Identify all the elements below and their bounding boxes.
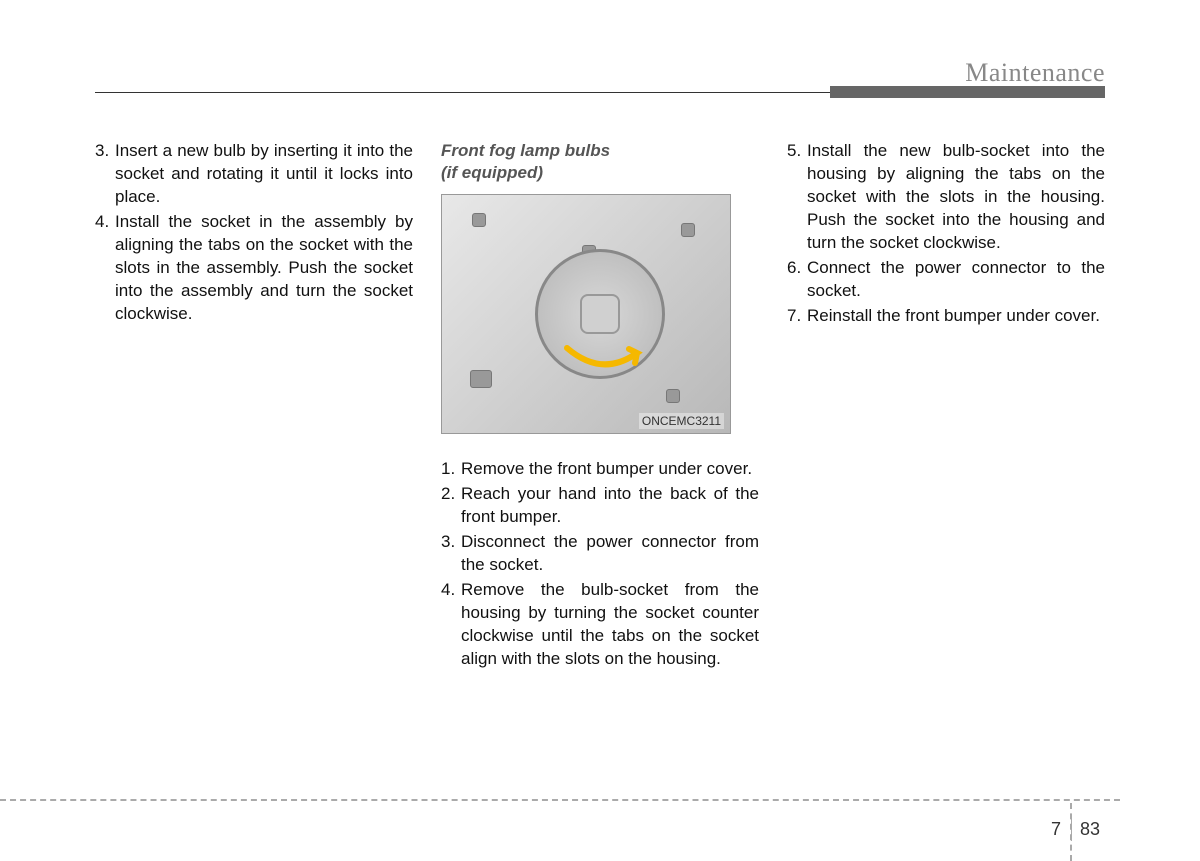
list-item: 1. Remove the front bumper under cover.: [441, 458, 759, 481]
list-number: 2.: [441, 483, 461, 529]
diagram-code-label: ONCEMC3211: [639, 413, 724, 429]
list-number: 3.: [95, 140, 115, 209]
list-item: 3. Disconnect the power connector from t…: [441, 531, 759, 577]
bolt-icon: [666, 389, 680, 403]
list-number: 4.: [95, 211, 115, 326]
list-text: Insert a new bulb by inserting it into t…: [115, 140, 413, 209]
content-area: 3. Insert a new bulb by inserting it int…: [95, 140, 1105, 673]
page-divider: [1071, 817, 1072, 841]
list-text: Install the new bulb-socket into the hou…: [807, 140, 1105, 255]
left-column: 3. Insert a new bulb by inserting it int…: [95, 140, 413, 673]
page-chapter-number: 7: [1051, 819, 1069, 840]
list-text: Remove the bulb-socket from the housing …: [461, 579, 759, 671]
section-title-line1: Front fog lamp bulbs: [441, 141, 610, 160]
bracket-icon: [470, 370, 492, 388]
list-number: 3.: [441, 531, 461, 577]
list-item: 7. Reinstall the front bumper under cove…: [787, 305, 1105, 328]
list-item: 3. Insert a new bulb by inserting it int…: [95, 140, 413, 209]
fog-lamp-diagram: ONCEMC3211: [441, 194, 731, 434]
section-title-line2: (if equipped): [441, 163, 543, 182]
list-number: 5.: [787, 140, 807, 255]
list-number: 1.: [441, 458, 461, 481]
list-number: 7.: [787, 305, 807, 328]
page-num: 83: [1074, 819, 1100, 840]
bolt-icon: [681, 223, 695, 237]
list-item: 4. Remove the bulb-socket from the housi…: [441, 579, 759, 671]
list-item: 6. Connect the power connector to the so…: [787, 257, 1105, 303]
list-item: 4. Install the socket in the assembly by…: [95, 211, 413, 326]
section-title: Front fog lamp bulbs (if equipped): [441, 140, 759, 184]
header-bar: [830, 86, 1105, 98]
bolt-icon: [472, 213, 486, 227]
list-text: Reinstall the front bumper under cover.: [807, 305, 1105, 328]
list-number: 6.: [787, 257, 807, 303]
list-item: 2. Reach your hand into the back of the …: [441, 483, 759, 529]
page-number: 7 83: [1051, 817, 1100, 841]
list-text: Reach your hand into the back of the fro…: [461, 483, 759, 529]
footer-dashed-rule: [0, 799, 1120, 801]
middle-column: Front fog lamp bulbs (if equipped) ONCEM…: [441, 140, 759, 673]
list-text: Remove the front bumper under cover.: [461, 458, 759, 481]
list-item: 5. Install the new bulb-socket into the …: [787, 140, 1105, 255]
rotation-arrow-icon: [557, 343, 647, 373]
list-text: Install the socket in the assembly by al…: [115, 211, 413, 326]
list-number: 4.: [441, 579, 461, 671]
right-column: 5. Install the new bulb-socket into the …: [787, 140, 1105, 673]
chapter-title: Maintenance: [965, 58, 1105, 88]
list-text: Disconnect the power connector from the …: [461, 531, 759, 577]
socket-connector-icon: [580, 294, 620, 334]
list-text: Connect the power connector to the socke…: [807, 257, 1105, 303]
